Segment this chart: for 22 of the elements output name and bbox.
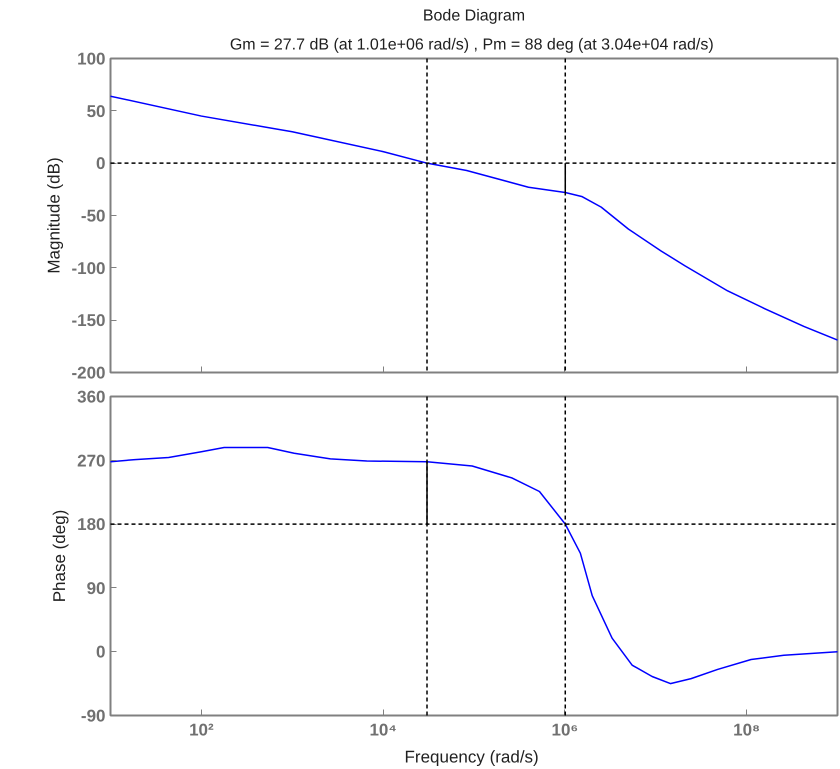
y-tick-label: 50: [86, 102, 106, 121]
x-tick-label: 10⁴: [369, 720, 397, 740]
y-axis-title: Phase (deg): [50, 510, 70, 602]
y-tick-label: 0: [96, 154, 106, 174]
x-tick-label: 10⁸: [733, 720, 760, 740]
y-tick-label: -50: [80, 206, 106, 226]
y-tick-label: 100: [77, 50, 106, 68]
x-tick-label: 10⁶: [552, 720, 578, 740]
y-tick-label: 180: [77, 515, 106, 534]
y-tick-label: -100: [71, 258, 106, 278]
y-axis-title: Magnitude (dB): [44, 157, 64, 274]
x-tick-label: 10²: [189, 720, 214, 740]
y-tick-label: 360: [77, 388, 106, 406]
y-tick-label: -90: [80, 706, 106, 726]
x-axis-title: Frequency (rad/s): [404, 748, 539, 766]
chart-subtitle: Gm = 27.7 dB (at 1.01e+06 rad/s) , Pm = 88 deg (at 3.04e+04 rad/s): [230, 36, 714, 54]
y-tick-label: 0: [96, 642, 106, 662]
y-tick-label: -200: [71, 364, 106, 382]
y-tick-label: 90: [86, 578, 106, 598]
y-tick-label: -150: [71, 311, 106, 330]
y-tick-label: 270: [77, 451, 106, 470]
chart-title: Bode Diagram: [422, 8, 526, 24]
